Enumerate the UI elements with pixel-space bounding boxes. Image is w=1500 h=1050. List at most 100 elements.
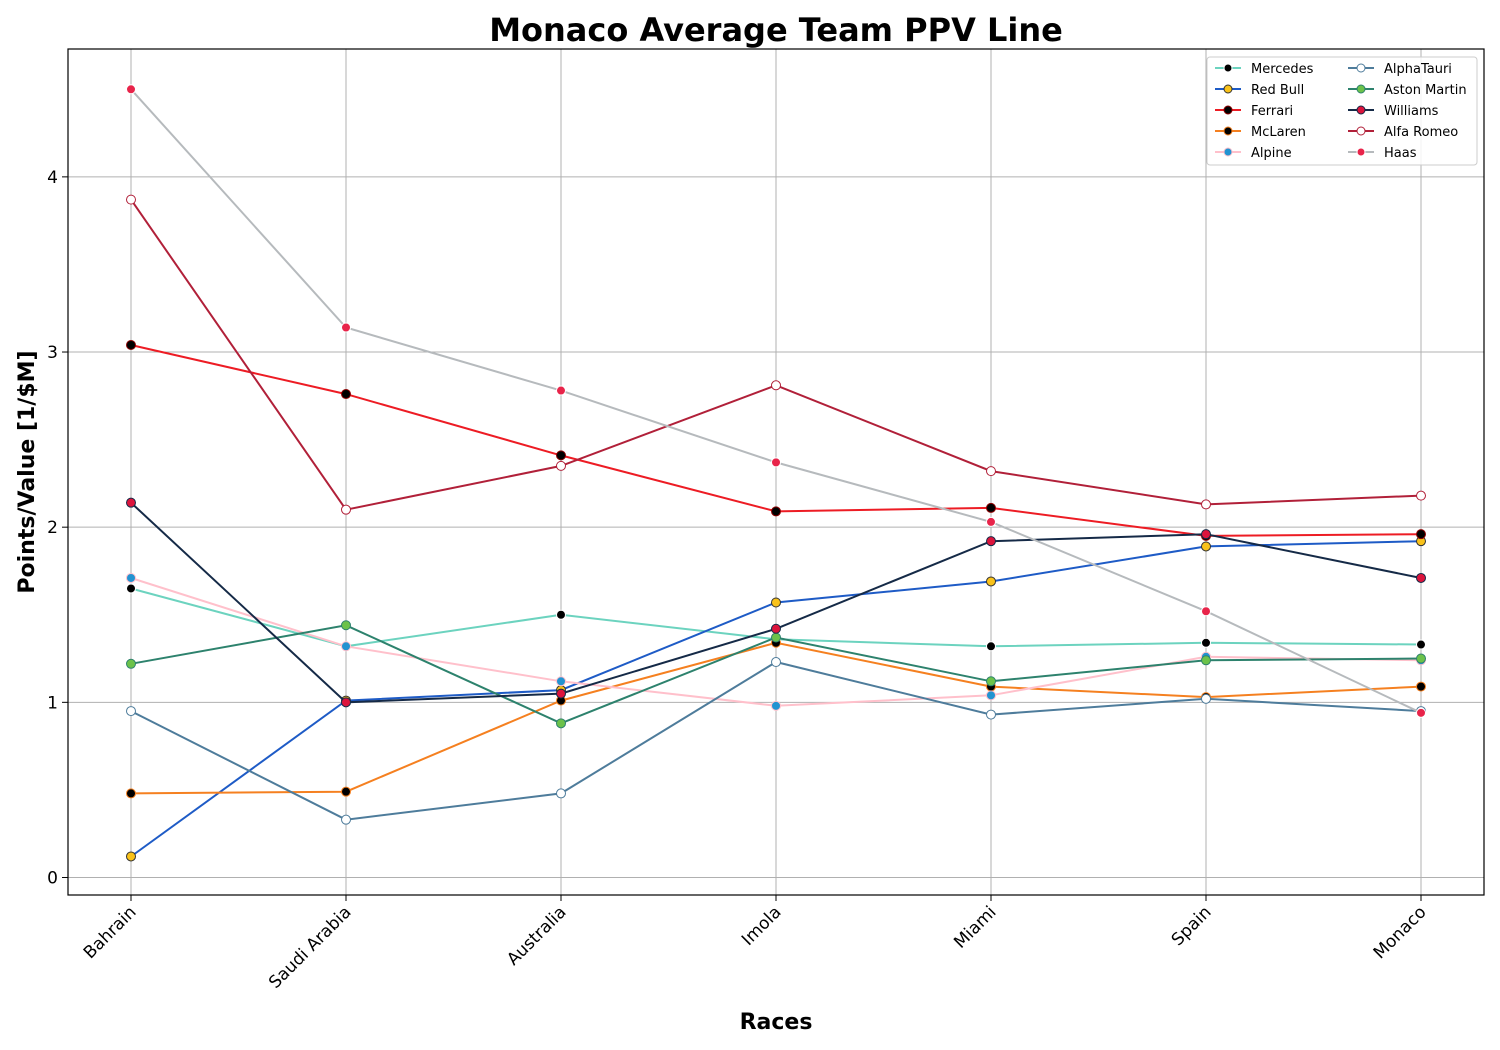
legend-marker [1356,105,1366,115]
legend-marker [1223,63,1233,73]
data-point-alfa-romeo [341,504,351,515]
data-point-mercedes [1201,637,1211,648]
legend-box [1206,56,1478,166]
legend-item-aston-martin: Aston Martin [1348,83,1467,98]
legend-marker [1223,84,1233,94]
data-point-alpine [771,700,781,711]
data-point-alphatauri [341,814,351,825]
series-haas [126,84,1426,718]
data-point-alpine [126,572,136,583]
series-aston-martin [126,620,1426,729]
data-point-alfa-romeo [556,460,566,471]
data-point-mercedes [556,609,566,620]
data-point-alpine [986,690,996,701]
data-point-ferrari [1416,529,1426,540]
data-point-alpine [341,641,351,652]
data-point-alphatauri [986,709,996,720]
legend-item-alfa-romeo: Alfa Romeo [1348,125,1458,140]
data-point-mclaren [1416,681,1426,692]
legend-label: Alpine [1251,146,1292,161]
data-point-williams [556,688,566,699]
x-tick-label: Miami [950,902,1000,952]
data-point-williams [341,697,351,708]
x-tick-label: Imola [738,902,785,949]
legend-item-red-bull: Red Bull [1215,83,1304,98]
data-point-red-bull [771,597,781,608]
data-point-haas [986,516,996,527]
x-tick-label: Monaco [1370,902,1431,963]
data-point-alfa-romeo [126,194,136,205]
data-point-alfa-romeo [1416,490,1426,501]
chart-title: Monaco Average Team PPV Line [489,11,1063,49]
data-point-alpine [556,676,566,687]
data-point-alfa-romeo [1201,499,1211,510]
y-tick-label: 4 [47,168,58,188]
legend-label: Alfa Romeo [1384,125,1458,140]
data-point-haas [1201,606,1211,617]
data-point-mercedes [126,583,136,594]
data-point-aston-martin [341,620,351,631]
data-point-alphatauri [1201,693,1211,704]
y-tick-label: 3 [47,343,58,363]
y-tick-label: 2 [47,518,58,538]
legend-marker [1223,126,1233,136]
legend-item-williams: Williams [1348,104,1439,119]
legend-marker [1356,147,1366,157]
legend-label: Ferrari [1251,104,1293,119]
data-point-haas [1416,707,1426,718]
data-point-williams [1201,529,1211,540]
y-axis-ticks: 0 1 2 3 4 [47,168,68,888]
legend-label: Red Bull [1251,83,1304,98]
series-layer [126,84,1426,862]
data-point-alphatauri [126,706,136,717]
x-tick-label: Spain [1168,902,1216,950]
legend-item-haas: Haas [1348,146,1417,161]
legend-label: AlphaTauri [1384,62,1452,77]
data-point-aston-martin [1201,655,1211,666]
legend-label: Mercedes [1251,62,1314,77]
x-axis-label: Races [740,1010,813,1035]
legend-item-alpine: Alpine [1215,146,1292,161]
data-point-red-bull [126,851,136,862]
data-point-ferrari [341,389,351,400]
data-point-alfa-romeo [986,466,996,477]
data-point-aston-martin [771,632,781,643]
x-tick-label: Australia [503,902,570,969]
legend-item-ferrari: Ferrari [1215,104,1293,119]
legend-label: Williams [1384,104,1439,119]
data-point-williams [126,497,136,508]
data-point-aston-martin [1416,653,1426,664]
legend-marker [1223,105,1233,115]
data-point-williams [1416,572,1426,583]
data-point-ferrari [771,506,781,517]
data-point-haas [341,322,351,333]
series-williams [126,497,1426,708]
legend-marker [1356,126,1366,136]
data-point-mclaren [126,788,136,799]
x-axis-ticks: Bahrain Saudi Arabia Australia Imola Miami Sp… [80,895,1431,993]
legend-item-alphatauri: AlphaTauri [1348,62,1452,77]
legend-marker [1356,84,1366,94]
data-point-williams [771,623,781,634]
data-point-ferrari [556,450,566,461]
data-point-williams [986,536,996,547]
grid [68,49,1484,895]
data-point-aston-martin [986,676,996,687]
legend-marker [1356,63,1366,73]
y-tick-label: 0 [47,868,58,888]
x-tick-label: Saudi Arabia [265,902,355,992]
y-tick-label: 1 [47,693,58,713]
data-point-ferrari [986,502,996,513]
series-alfa-romeo [126,194,1426,515]
legend-label: Haas [1384,146,1417,161]
legend: Mercedes Red Bull Ferrari McLaren Alpine Alph… [1206,56,1478,166]
data-point-mercedes [986,641,996,652]
data-point-haas [126,84,136,95]
legend-label: Aston Martin [1384,83,1467,98]
data-point-aston-martin [556,718,566,729]
data-point-ferrari [126,340,136,351]
y-axis-label: Points/Value [1/$M] [15,350,40,593]
legend-item-mclaren: McLaren [1215,125,1306,140]
data-point-alfa-romeo [771,380,781,391]
legend-marker [1223,147,1233,157]
